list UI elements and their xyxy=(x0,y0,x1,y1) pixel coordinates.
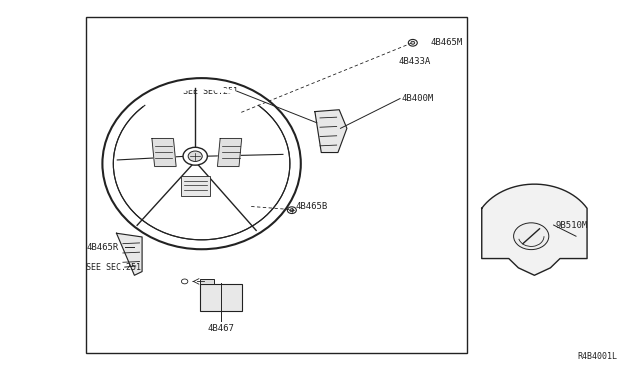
Text: SEE SEC.251: SEE SEC.251 xyxy=(86,263,141,272)
Text: 4B465M: 4B465M xyxy=(430,38,462,47)
Bar xyxy=(180,176,209,196)
Polygon shape xyxy=(315,110,347,153)
Bar xyxy=(200,284,242,311)
Ellipse shape xyxy=(183,147,207,165)
Polygon shape xyxy=(482,184,587,275)
Ellipse shape xyxy=(113,87,290,240)
Text: 4B465R: 4B465R xyxy=(86,243,118,252)
Polygon shape xyxy=(116,233,142,275)
Ellipse shape xyxy=(290,209,294,212)
Text: 4B433A: 4B433A xyxy=(398,57,430,66)
Text: 4B400M: 4B400M xyxy=(402,94,434,103)
Ellipse shape xyxy=(188,151,202,161)
Text: 9B510M: 9B510M xyxy=(556,221,588,230)
Polygon shape xyxy=(152,139,176,166)
Ellipse shape xyxy=(102,78,301,249)
Ellipse shape xyxy=(411,41,415,44)
Bar xyxy=(200,279,214,284)
Ellipse shape xyxy=(287,207,296,214)
Text: 4B465B: 4B465B xyxy=(296,202,328,211)
Ellipse shape xyxy=(513,223,548,250)
Ellipse shape xyxy=(182,279,188,284)
Ellipse shape xyxy=(408,39,417,46)
Polygon shape xyxy=(218,139,242,166)
Text: R4B4001L: R4B4001L xyxy=(578,352,618,361)
Text: 4B467: 4B467 xyxy=(207,324,234,333)
Bar xyxy=(86,17,467,353)
Text: SEE SEC.251: SEE SEC.251 xyxy=(183,87,238,96)
